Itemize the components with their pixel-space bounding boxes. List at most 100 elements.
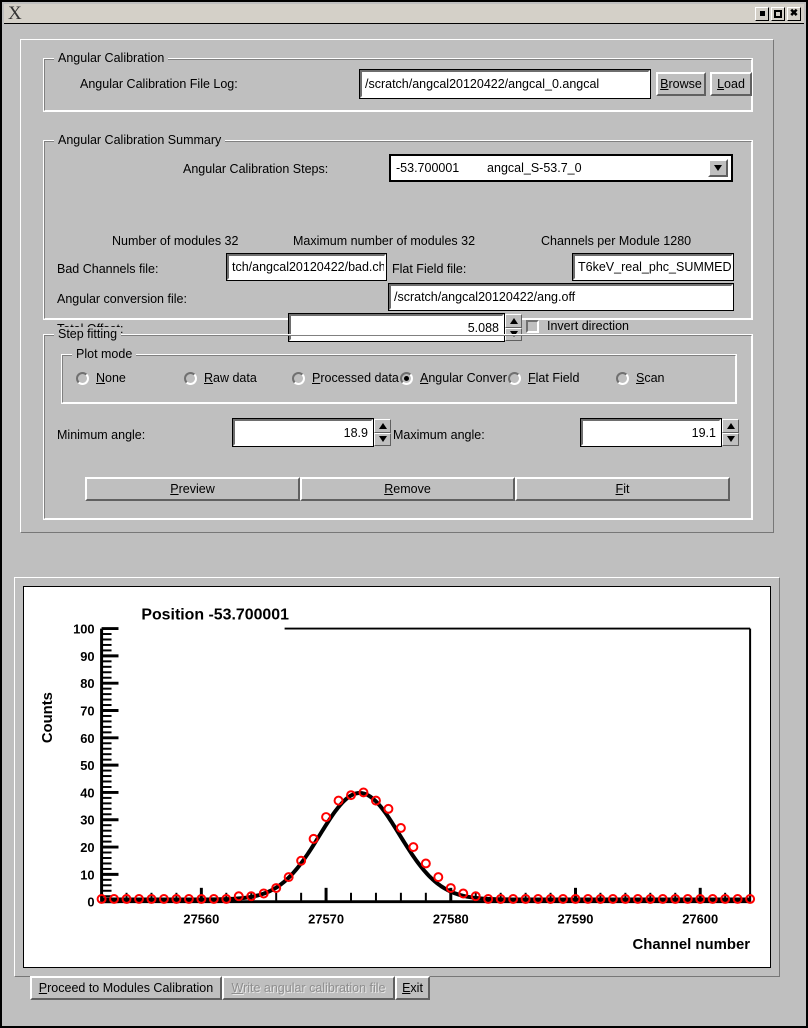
checkbox-box	[526, 319, 539, 333]
proceed-label: Proceed to Modules Calibration	[38, 981, 214, 995]
radio-label-angular-conversion: Angular Conver	[420, 371, 507, 385]
plot-panel: 0 10 20 30 40 50 60 70 80 90 100 27560 27570 27580 275…	[14, 577, 780, 977]
radio-plot-mode-angular-conversion[interactable]: Angular Conver	[400, 371, 507, 385]
radio-indicator	[76, 371, 89, 385]
write-angular-calibration-file-button[interactable]: Write angular calibration file	[222, 976, 395, 1000]
bad-channels-label: Bad Channels file:	[57, 262, 159, 276]
step-fitting-group: Step fitting Plot mode None Raw data	[43, 327, 753, 520]
bad-channels-input[interactable]: tch/angcal20120422/bad.chan	[226, 253, 387, 281]
radio-plot-mode-scan[interactable]: Scan	[616, 371, 665, 385]
svg-text:Counts: Counts	[40, 692, 56, 743]
angular-conversion-label: Angular conversion file:	[57, 292, 187, 306]
svg-text:27580: 27580	[433, 911, 469, 926]
maximum-angle-label: Maximum angle:	[393, 428, 485, 442]
chevron-up-icon	[378, 422, 387, 429]
radio-plot-mode-none[interactable]: None	[76, 371, 126, 385]
minimize-button[interactable]	[755, 6, 769, 21]
radio-plot-mode-flat-field[interactable]: Flat Field	[508, 371, 579, 385]
remove-button[interactable]: Remove	[300, 477, 515, 501]
radio-label-flat-field: Flat Field	[528, 371, 580, 385]
svg-text:27590: 27590	[558, 911, 594, 926]
window-title: X	[8, 3, 22, 24]
angular-calibration-steps-select[interactable]: -53.700001 angcal_S-53.7_0	[389, 154, 733, 182]
write-label: Write angular calibration file	[231, 981, 386, 995]
load-button[interactable]: Load	[710, 72, 752, 96]
radio-label-none: None	[96, 371, 126, 385]
chevron-down-icon	[378, 436, 387, 443]
browse-rest: rowse	[668, 77, 702, 91]
angular-calibration-group: Angular Calibration Angular Calibration …	[43, 51, 753, 112]
angular-calibration-summary-group: Angular Calibration Summary Angular Cali…	[43, 133, 753, 342]
angular-calibration-legend: Angular Calibration	[54, 51, 169, 65]
preview-button[interactable]: Preview	[85, 477, 300, 501]
maximum-angle-input[interactable]: 19.1	[580, 418, 722, 447]
preview-label: Preview	[170, 482, 215, 496]
stepper-down-button[interactable]	[374, 432, 391, 446]
browse-button[interactable]: Browse	[656, 72, 706, 96]
radio-plot-mode-raw-data[interactable]: Raw data	[184, 371, 257, 385]
minimum-angle-input[interactable]: 18.9	[232, 418, 374, 447]
steps-selected-value: -53.700001 angcal_S-53.7_0	[396, 161, 582, 175]
chevron-down-icon	[726, 436, 735, 443]
angular-conversion-input[interactable]: /scratch/angcal20120422/ang.off	[388, 283, 734, 311]
title-bar: X ✖	[4, 4, 804, 24]
svg-text:80: 80	[80, 676, 94, 691]
radio-indicator	[508, 371, 521, 385]
svg-text:10: 10	[80, 867, 94, 882]
svg-text:Position -53.700001: Position -53.700001	[141, 607, 289, 624]
fit-button[interactable]: Fit	[515, 477, 730, 501]
window-controls: ✖	[755, 6, 801, 21]
radio-indicator	[184, 371, 197, 385]
proceed-to-modules-calibration-button[interactable]: Proceed to Modules Calibration	[30, 976, 222, 1000]
stepper-up-button[interactable]	[722, 419, 739, 433]
maximum-angle-stepper[interactable]	[722, 419, 739, 446]
minimize-icon	[759, 11, 765, 16]
maximize-button[interactable]	[771, 6, 785, 21]
plot-canvas[interactable]: 0 10 20 30 40 50 60 70 80 90 100 27560 27570 27580 275…	[23, 586, 771, 968]
svg-text:27560: 27560	[183, 911, 219, 926]
svg-text:27570: 27570	[308, 911, 344, 926]
chevron-down-icon[interactable]	[708, 159, 728, 177]
svg-text:60: 60	[80, 731, 94, 746]
flat-field-input[interactable]: T6keV_real_phc_SUMMED.raw	[572, 253, 734, 281]
exit-button[interactable]: Exit	[395, 976, 430, 1000]
calibration-form-panel: Angular Calibration Angular Calibration …	[20, 39, 774, 533]
invert-direction-checkbox[interactable]: Invert direction	[526, 319, 629, 333]
plot-mode-legend: Plot mode	[72, 347, 137, 361]
svg-text:70: 70	[80, 703, 94, 718]
stepper-up-button[interactable]	[374, 419, 391, 433]
maximize-icon	[774, 9, 782, 18]
stepper-up-button[interactable]	[505, 314, 522, 328]
close-icon: ✖	[789, 7, 799, 19]
bottom-action-bar: Proceed to Modules Calibration Write ang…	[30, 976, 430, 1000]
steps-label: Angular Calibration Steps:	[183, 162, 329, 176]
group-frame	[61, 354, 737, 404]
close-button[interactable]: ✖	[787, 6, 801, 21]
radio-indicator	[400, 371, 413, 385]
minimum-angle-stepper[interactable]	[374, 419, 391, 446]
browse-label: Browse	[660, 77, 702, 91]
radio-label-raw-data: Raw data	[204, 371, 257, 385]
chevron-up-icon	[509, 317, 518, 324]
svg-text:Channel number: Channel number	[632, 937, 750, 953]
svg-text:20: 20	[80, 840, 94, 855]
remove-label: Remove	[384, 482, 431, 496]
radio-label-processed-data: Processed data	[312, 371, 399, 385]
file-log-input[interactable]: /scratch/angcal20120422/angcal_0.angcal	[359, 69, 651, 99]
step-fitting-legend: Step fitting	[54, 327, 122, 341]
stepper-down-button[interactable]	[722, 432, 739, 446]
radio-plot-mode-processed-data[interactable]: Processed data	[292, 371, 399, 385]
total-offset-input[interactable]: 5.088	[288, 313, 505, 342]
plot-mode-group: Plot mode None Raw data Processed data	[61, 347, 737, 404]
svg-text:0: 0	[87, 895, 94, 910]
radio-label-scan: Scan	[636, 371, 665, 385]
svg-text:30: 30	[80, 813, 94, 828]
flat-field-label: Flat Field file:	[392, 262, 467, 276]
chevron-up-icon	[726, 422, 735, 429]
load-rest: oad	[724, 77, 745, 91]
svg-text:40: 40	[80, 785, 94, 800]
load-label: Load	[717, 77, 745, 91]
group-frame	[43, 334, 753, 520]
radio-indicator	[616, 371, 629, 385]
